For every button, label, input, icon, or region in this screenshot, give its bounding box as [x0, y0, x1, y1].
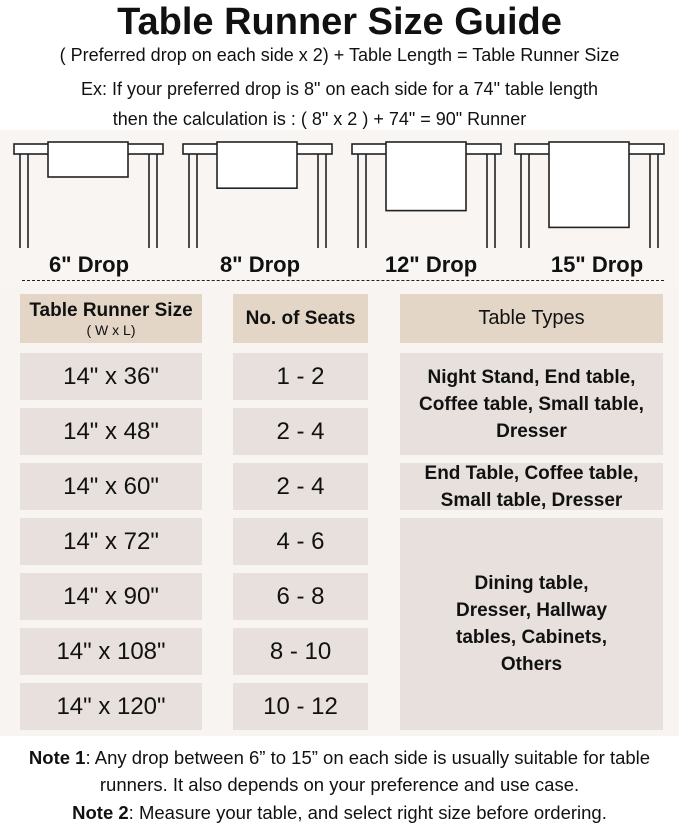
runner-drop — [385, 141, 467, 212]
header-size: Table Runner Size ( W x L) — [20, 294, 202, 343]
table-drop-diagram — [182, 141, 333, 248]
table-types-cell: End Table, Coffee table, Small table, Dr… — [400, 463, 663, 511]
page-title: Table Runner Size Guide — [117, 1, 562, 43]
runner-size-cell: 14" x 60" — [20, 463, 202, 510]
header-size-label: Table Runner Size — [29, 299, 193, 321]
formula-text: ( Preferred drop on each side x 2) + Tab… — [59, 45, 620, 65]
header-types-label: Table Types — [478, 307, 585, 329]
note-2-text: : Measure your table, and select right s… — [128, 802, 607, 823]
table-types-cell: Dining table, Dresser, Hallway tables, C… — [400, 518, 663, 730]
table-drop-diagram — [13, 141, 164, 248]
seats-cell: 6 - 8 — [233, 573, 368, 620]
drop-diagrams — [13, 141, 665, 248]
drop-label: 6" Drop — [48, 252, 130, 277]
seats-cell: 10 - 12 — [233, 683, 368, 730]
header-seats: No. of Seats — [233, 294, 368, 343]
note-2-label: Note 2 — [72, 802, 129, 823]
header-size-sub: ( W x L) — [86, 321, 136, 338]
runner-size-cell: 14" x 36" — [20, 353, 202, 400]
note-1-label: Note 1 — [28, 747, 86, 768]
drop-label: 12" Drop — [384, 252, 478, 277]
note-1: Note 1: Any drop between 6” to 15” on ea… — [0, 744, 679, 798]
note-1-text: : Any drop between 6” to 15” on each sid… — [85, 747, 651, 795]
seats-cell: 8 - 10 — [233, 628, 368, 675]
runner-size-cell: 14" x 90" — [20, 573, 202, 620]
runner-size-cell: 14" x 108" — [20, 628, 202, 675]
table-drop-diagram — [351, 141, 502, 248]
table-types-cell: Night Stand, End table, Coffee table, Sm… — [400, 353, 663, 455]
example-line-2: then the calculation is : ( 8" x 2 ) + 7… — [112, 109, 527, 129]
divider — [22, 280, 664, 281]
seats-cell: 4 - 6 — [233, 518, 368, 565]
seats-cell: 2 - 4 — [233, 408, 368, 455]
seats-cell: 2 - 4 — [233, 463, 368, 510]
header-seats-label: No. of Seats — [245, 307, 356, 329]
example-line-1: Ex: If your preferred drop is 8" on each… — [80, 79, 599, 99]
table-drop-diagram — [514, 141, 665, 248]
runner-size-cell: 14" x 72" — [20, 518, 202, 565]
note-2: Note 2: Measure your table, and select r… — [0, 799, 679, 826]
runner-drop — [548, 141, 630, 229]
runner-size-cell: 14" x 48" — [20, 408, 202, 455]
runner-drop — [47, 141, 129, 178]
drop-label: 15" Drop — [550, 252, 644, 277]
runner-size-cell: 14" x 120" — [20, 683, 202, 730]
seats-cell: 1 - 2 — [233, 353, 368, 400]
runner-drop — [216, 141, 298, 190]
drop-label: 8" Drop — [219, 252, 301, 277]
header-types: Table Types — [400, 294, 663, 343]
